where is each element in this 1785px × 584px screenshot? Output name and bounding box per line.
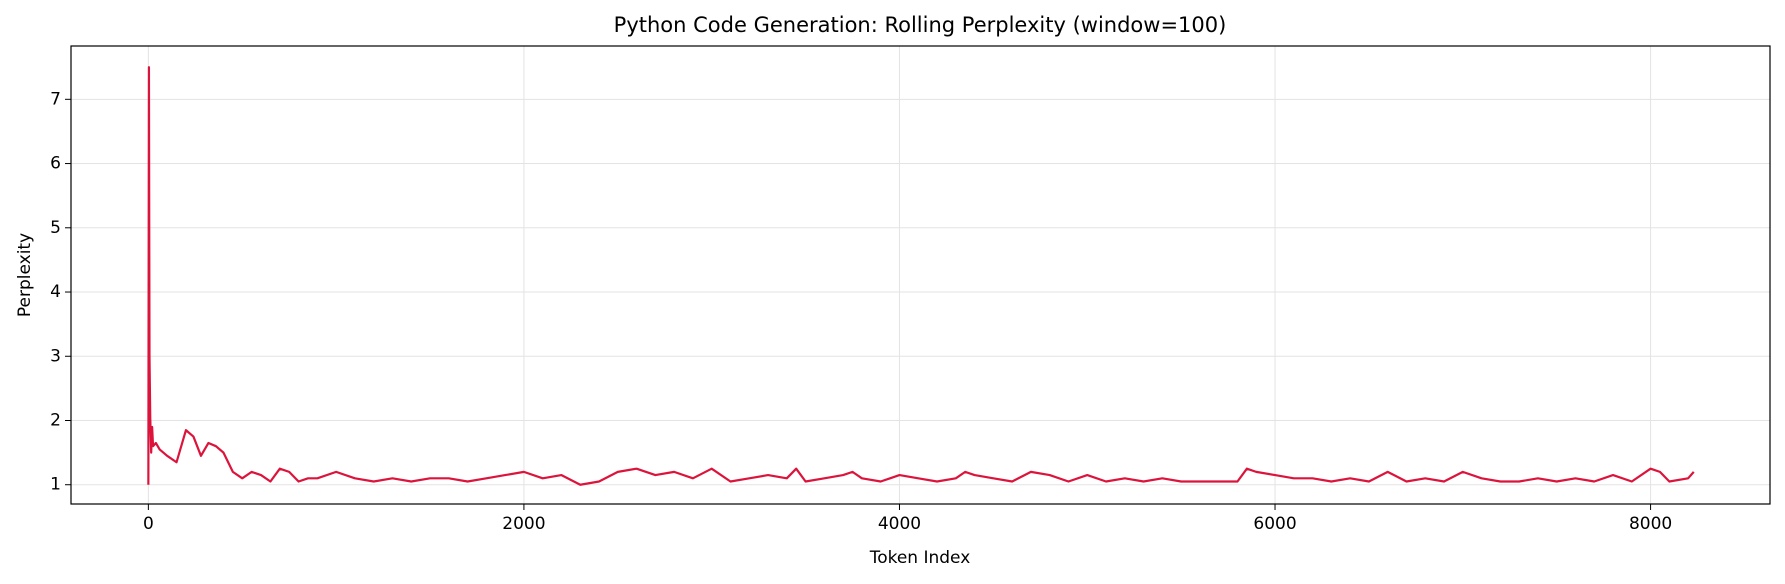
y-tick-label: 7 <box>50 89 61 109</box>
y-axis-label: Perplexity <box>15 233 35 317</box>
y-tick-label: 6 <box>50 154 61 174</box>
y-tick-label: 3 <box>50 346 61 366</box>
x-tick-label: 8000 <box>1629 514 1672 534</box>
y-tick-label: 4 <box>50 282 61 302</box>
y-tick-label: 1 <box>50 475 61 495</box>
x-tick-label: 0 <box>143 514 154 534</box>
y-tick-label: 2 <box>50 410 61 430</box>
y-tick-label: 5 <box>50 218 61 238</box>
x-tick-label: 2000 <box>502 514 545 534</box>
x-tick-label: 4000 <box>878 514 921 534</box>
x-axis-label: Token Index <box>869 548 971 568</box>
chart-title: Python Code Generation: Rolling Perplexi… <box>614 13 1227 37</box>
plot-frame <box>70 45 1771 505</box>
x-tick-label: 6000 <box>1253 514 1296 534</box>
line <box>147 66 1695 486</box>
